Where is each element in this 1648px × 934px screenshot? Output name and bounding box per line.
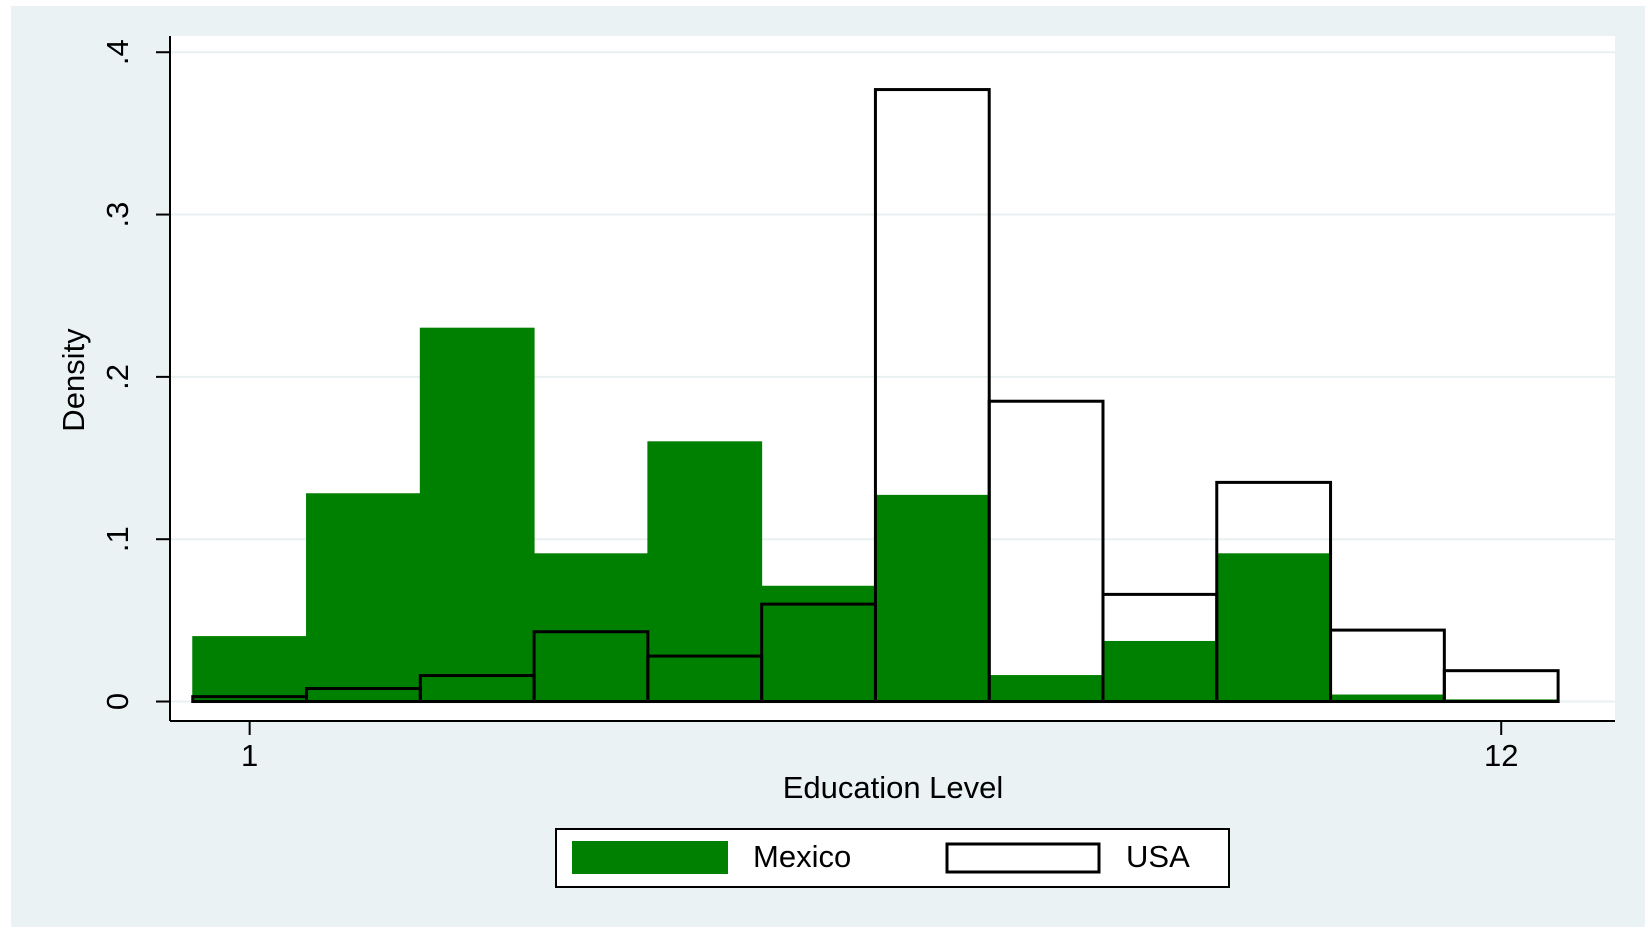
legend: Mexico USA bbox=[555, 828, 1230, 888]
y-tick-label-1: .1 bbox=[100, 526, 135, 552]
mexico-bar-5 bbox=[647, 441, 763, 703]
usa-bars bbox=[191, 88, 1560, 704]
mexico-bar-4 bbox=[533, 553, 649, 703]
legend-swatch-usa bbox=[945, 842, 1101, 874]
mexico-bar-1 bbox=[192, 636, 308, 703]
legend-label-mexico: Mexico bbox=[753, 839, 851, 874]
usa-bar-8 bbox=[987, 399, 1105, 704]
y-tick-label-2: .2 bbox=[100, 364, 135, 390]
usa-bar-10 bbox=[1215, 480, 1333, 704]
tick-labels: 0 .1 .2 .3 .4 1 12 bbox=[100, 39, 1518, 773]
mexico-bar-7 bbox=[874, 494, 990, 703]
mexico-bar-8 bbox=[988, 675, 1104, 703]
legend-label-usa: USA bbox=[1126, 839, 1190, 874]
axes bbox=[169, 36, 1615, 722]
mexico-bar-3 bbox=[419, 327, 535, 703]
usa-bar-12 bbox=[1442, 669, 1560, 704]
y-axis-title: Density bbox=[56, 328, 91, 432]
usa-bar-7 bbox=[873, 88, 991, 704]
mexico-bar-10 bbox=[1216, 553, 1332, 703]
mexico-bar-9 bbox=[1102, 640, 1218, 703]
x-tick-label-0: 1 bbox=[241, 738, 258, 773]
mexico-bar-2 bbox=[306, 493, 421, 703]
y-tick-label-0: 0 bbox=[100, 693, 135, 710]
y-tick-label-3: .3 bbox=[100, 202, 135, 228]
usa-bar-11 bbox=[1329, 628, 1446, 704]
x-axis-title: Education Level bbox=[783, 770, 1004, 805]
y-tick-label-4: .4 bbox=[100, 39, 135, 65]
x-tick-label-1: 12 bbox=[1484, 738, 1518, 773]
legend-swatch-mexico bbox=[572, 841, 728, 874]
